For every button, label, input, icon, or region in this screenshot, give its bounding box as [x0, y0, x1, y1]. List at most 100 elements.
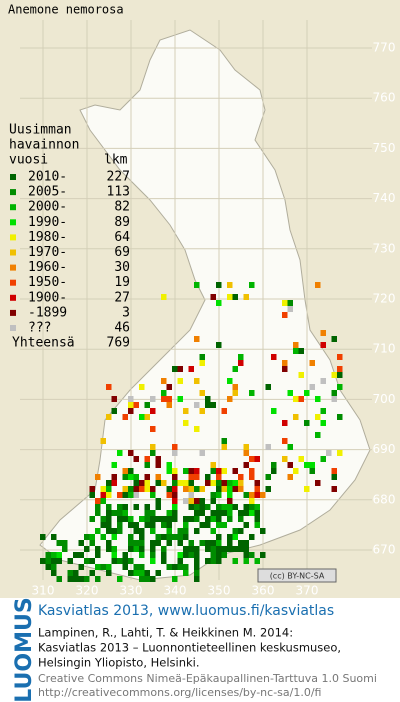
- occurrence-square: [194, 552, 200, 558]
- legend-swatch: [10, 174, 16, 180]
- occurrence-square: [287, 390, 293, 396]
- occurrence-square: [177, 564, 183, 570]
- occurrence-square: [282, 456, 288, 462]
- occurrence-square: [210, 558, 216, 564]
- occurrence-square: [78, 552, 84, 558]
- occurrence-square: [111, 510, 117, 516]
- occurrence-square: [260, 492, 266, 498]
- occurrence-square: [150, 522, 156, 528]
- occurrence-square: [144, 402, 150, 408]
- occurrence-square: [106, 516, 112, 522]
- y-grid-label: 740: [373, 191, 396, 205]
- occurrence-square: [100, 564, 106, 570]
- occurrence-square: [298, 372, 304, 378]
- occurrence-square: [271, 408, 277, 414]
- occurrence-square: [133, 528, 139, 534]
- occurrence-square: [227, 282, 233, 288]
- occurrence-square: [188, 540, 194, 546]
- occurrence-square: [122, 510, 128, 516]
- legend-count: 3: [122, 305, 130, 320]
- y-grid-label: 770: [373, 41, 396, 55]
- occurrence-square: [122, 414, 128, 420]
- occurrence-square: [249, 474, 255, 480]
- occurrence-square: [155, 480, 161, 486]
- occurrence-square: [161, 546, 167, 552]
- occurrence-square: [177, 552, 183, 558]
- occurrence-square: [117, 492, 123, 498]
- occurrence-square: [166, 468, 172, 474]
- occurrence-square: [183, 564, 189, 570]
- occurrence-square: [73, 552, 79, 558]
- occurrence-square: [89, 492, 95, 498]
- occurrence-square: [166, 402, 172, 408]
- occurrence-square: [238, 354, 244, 360]
- occurrence-square: [144, 570, 150, 576]
- legend-label: 1990-: [28, 215, 67, 230]
- occurrence-square: [254, 504, 260, 510]
- occurrence-square: [144, 486, 150, 492]
- occurrence-square: [205, 540, 211, 546]
- occurrence-square: [161, 522, 167, 528]
- occurrence-square: [205, 480, 211, 486]
- occurrence-square: [172, 492, 178, 498]
- occurrence-square: [210, 498, 216, 504]
- occurrence-square: [315, 396, 321, 402]
- footer-link[interactable]: Kasviatlas 2013, www.luomus.fi/kasviatla…: [38, 603, 334, 619]
- occurrence-square: [51, 534, 57, 540]
- occurrence-square: [216, 342, 222, 348]
- occurrence-square: [133, 564, 139, 570]
- occurrence-square: [128, 396, 134, 402]
- occurrence-square: [177, 534, 183, 540]
- occurrence-square: [95, 504, 101, 510]
- occurrence-square: [183, 408, 189, 414]
- occurrence-square: [249, 492, 255, 498]
- occurrence-square: [183, 486, 189, 492]
- occurrence-square: [166, 540, 172, 546]
- occurrence-square: [249, 552, 255, 558]
- legend-label: -1899: [28, 305, 67, 320]
- occurrence-square: [287, 474, 293, 480]
- occurrence-square: [238, 480, 244, 486]
- occurrence-square: [111, 474, 117, 480]
- occurrence-square: [293, 396, 299, 402]
- occurrence-square: [205, 546, 211, 552]
- y-grid-label: 750: [373, 141, 396, 155]
- occurrence-square: [221, 438, 227, 444]
- license-line: Creative Commons Nimeä-Epäkaupallinen-Ta…: [38, 672, 377, 685]
- occurrence-square: [304, 390, 310, 396]
- legend-swatch: [10, 204, 16, 211]
- occurrence-square: [155, 504, 161, 510]
- occurrence-square: [199, 510, 205, 516]
- legend-count: 27: [114, 290, 130, 305]
- occurrence-square: [106, 540, 112, 546]
- occurrence-square: [95, 474, 101, 480]
- occurrence-square: [221, 552, 227, 558]
- occurrence-square: [177, 528, 183, 534]
- occurrence-square: [89, 540, 95, 546]
- occurrence-square: [106, 522, 112, 528]
- occurrence-square: [67, 558, 73, 564]
- occurrence-square: [221, 444, 227, 450]
- occurrence-square: [331, 390, 337, 396]
- occurrence-square: [95, 498, 101, 504]
- occurrence-square: [249, 456, 255, 462]
- occurrence-square: [166, 564, 172, 570]
- occurrence-square: [331, 468, 337, 474]
- legend-swatch: [10, 189, 16, 196]
- legend-swatch: [10, 279, 16, 286]
- occurrence-square: [287, 444, 293, 450]
- occurrence-square: [133, 402, 139, 408]
- occurrence-square: [56, 540, 62, 546]
- logo: LUOMUS: [12, 597, 37, 702]
- occurrence-square: [133, 492, 139, 498]
- occurrence-square: [188, 480, 194, 486]
- legend-swatch: [10, 309, 16, 316]
- occurrence-square: [216, 486, 222, 492]
- occurrence-square: [45, 558, 51, 564]
- occurrence-square: [304, 486, 310, 492]
- occurrence-square: [95, 576, 101, 582]
- occurrence-square: [188, 492, 194, 498]
- occurrence-square: [194, 336, 200, 342]
- footer: Lampinen, R., Lahti, T. & Heikkinen M. 2…: [38, 626, 377, 700]
- occurrence-square: [67, 570, 73, 576]
